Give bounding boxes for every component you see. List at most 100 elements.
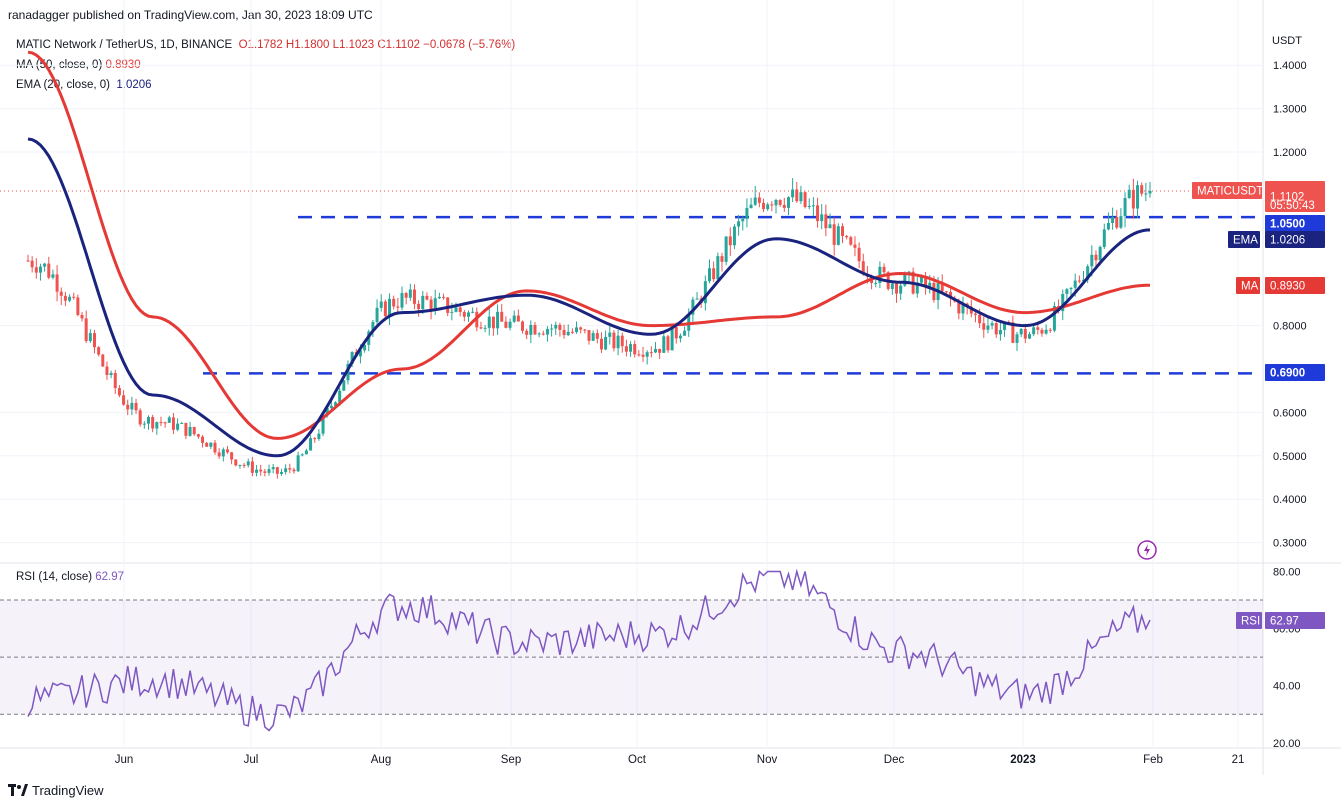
candle-body [134, 402, 138, 411]
candle-body [392, 298, 396, 307]
candle-body [80, 314, 84, 319]
candle-body [521, 321, 525, 331]
candle-body [483, 327, 487, 329]
candle-body [92, 333, 96, 348]
candle-body [762, 202, 766, 210]
ohlc-values: O1.1782 H1.1800 L1.1023 C1.1102 −0.0678 … [238, 39, 516, 51]
candle-body [304, 450, 308, 455]
candle-body [1019, 328, 1023, 335]
candle-body [757, 197, 761, 203]
candle-body [201, 436, 205, 443]
candle-body [417, 303, 421, 310]
candle-body [288, 468, 292, 470]
candles [26, 178, 1152, 479]
candle-body [720, 256, 724, 262]
candle-body [130, 402, 134, 410]
candle-body [209, 442, 213, 447]
candle-body [1069, 287, 1073, 290]
tradingview-logo-icon [8, 784, 28, 796]
candle-body [429, 299, 433, 311]
ema-label[interactable]: EMA (20, close, 0) [16, 79, 110, 91]
candle-body [737, 221, 741, 227]
rsi-legend: RSI (14, close) 62.97 [16, 571, 124, 583]
candle-body [633, 344, 637, 355]
candle-body [724, 236, 728, 262]
candle-body [670, 327, 674, 351]
candle-body [321, 415, 325, 434]
candle-body [163, 422, 167, 424]
candle-body [849, 237, 853, 245]
candle-body [591, 333, 595, 341]
ma-tag-badge-bg [1236, 277, 1260, 294]
candle-body [612, 332, 616, 349]
candle-body [899, 285, 903, 294]
candle-body [296, 455, 300, 472]
price-axis-unit[interactable]: USDT [1272, 35, 1302, 47]
candle-body [836, 226, 840, 245]
candle-body [969, 306, 973, 314]
candle-body [799, 192, 803, 202]
rsi-label[interactable]: RSI (14, close) [16, 571, 93, 583]
candle-body [587, 330, 591, 341]
candle-body [1036, 327, 1040, 330]
candle-body [637, 354, 641, 356]
candle-body [924, 275, 928, 287]
candle-body [1106, 222, 1110, 230]
candle-body [575, 327, 579, 333]
price-tick-label: 1.3000 [1273, 104, 1307, 116]
footer-brand[interactable]: TradingView [8, 783, 104, 798]
lightning-alert-icon[interactable] [1137, 540, 1157, 560]
candle-body [840, 226, 844, 236]
grid [0, 0, 1263, 748]
candle-body [795, 189, 799, 202]
rsi-tag-badge-bg [1236, 612, 1262, 629]
candle-body [1140, 185, 1144, 194]
candle-body [525, 330, 529, 335]
candle-body [47, 263, 51, 278]
candle-body [1023, 328, 1027, 339]
candle-body [890, 283, 894, 289]
candle-body [529, 324, 533, 335]
candle-body [708, 268, 712, 282]
candle-body [1086, 266, 1090, 280]
candle-body [1065, 289, 1069, 294]
ema-row: EMA (20, close, 0) 1.0206 [16, 75, 515, 95]
candle-body [30, 260, 34, 268]
candle-body [213, 442, 217, 453]
candle-body [101, 354, 105, 367]
candle-body [820, 214, 824, 222]
candle-body [142, 423, 146, 425]
candle-body [271, 467, 275, 470]
price-tick-label: 0.3000 [1273, 538, 1307, 550]
candle-body [383, 301, 387, 317]
candle-body [1144, 193, 1148, 195]
candle-body [579, 327, 583, 330]
countdown-badge: 05:50:43 [1270, 200, 1315, 212]
candle-body [649, 352, 653, 354]
candle-body [961, 303, 965, 314]
candle-body [38, 266, 42, 273]
candle-body [728, 236, 732, 246]
candle-body [196, 434, 200, 437]
candle-body [562, 329, 566, 336]
candle-body [753, 197, 757, 205]
axis-ticks: 1.4000 1.3000 1.2000 0.8000 0.6000 0.5000 0.40… [115, 60, 1307, 766]
candle-body [874, 283, 878, 285]
candle-body [26, 260, 30, 262]
time-tick-label: Jun [115, 754, 134, 766]
candle-body [84, 318, 88, 341]
candle-body [508, 321, 512, 328]
ma-tag-badge: MA [1241, 281, 1259, 293]
last-price-badge: 1.1102 [1270, 192, 1304, 204]
candle-body [471, 311, 475, 313]
candle-body [117, 388, 121, 396]
candle-body [400, 293, 404, 308]
candle-body [558, 324, 562, 330]
candle-body [180, 422, 184, 424]
candle-body [446, 297, 450, 313]
candle-body [300, 454, 304, 456]
rsi-value-badge-bg [1265, 612, 1325, 629]
candle-body [712, 268, 716, 280]
candle-body [1102, 229, 1106, 247]
